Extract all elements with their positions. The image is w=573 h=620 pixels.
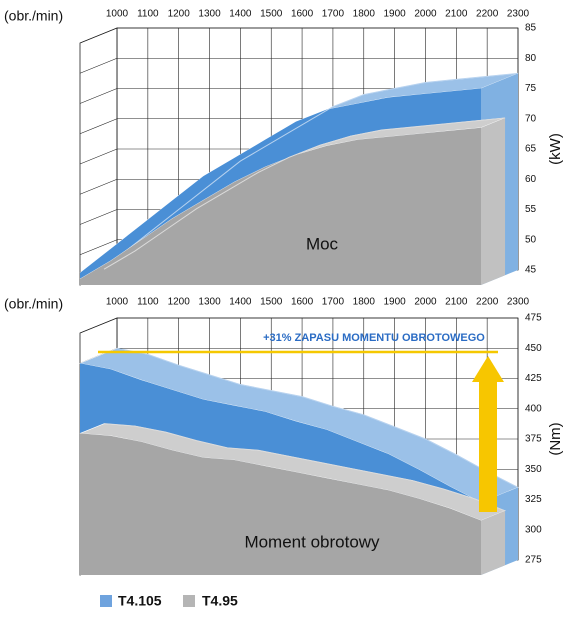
x-tick-label: 1700 (322, 9, 345, 20)
y-tick-label: 450 (525, 343, 542, 354)
legend-label: T4.95 (202, 593, 238, 609)
x-tick-label: 1000 (106, 297, 129, 308)
y-tick-label: 375 (525, 434, 542, 445)
annotation-note: +31% ZAPASU MOMENTU OBROTOWEGO (263, 332, 485, 344)
page: 45 50 55 60 65 70 75 80 85 1000 1100 1200 1300 1400 15… (0, 0, 573, 615)
x-tick-label: 2300 (507, 297, 530, 308)
annotation: Moc (306, 234, 339, 253)
legend-swatch (183, 595, 195, 607)
x-tick-label: 2300 (507, 9, 530, 20)
y-tick-label: 350 (525, 464, 542, 475)
x-tick-label: 1900 (383, 297, 406, 308)
legend-label: T4.105 (118, 593, 162, 609)
y-axis-label: (kW) (547, 133, 564, 165)
y-tick-label: 475 (525, 313, 542, 324)
y-axis-label: (Nm) (547, 422, 564, 455)
x-tick-label: 1500 (260, 9, 283, 20)
area-side-face (481, 118, 505, 285)
y-tick-label: 60 (525, 174, 537, 185)
power-chart: 45 50 55 60 65 70 75 80 85 1000 1100 1200 1300 1400 15… (4, 8, 564, 285)
x-tick-label: 1400 (229, 9, 252, 20)
x-axis-label: (obr./min) (4, 8, 63, 24)
x-tick-label: 1700 (322, 297, 345, 308)
x-tick-label: 1200 (168, 9, 191, 20)
y-tick-label: 65 (525, 144, 537, 155)
x-tick-label: 1800 (353, 297, 376, 308)
x-tick-label: 2000 (414, 297, 437, 308)
y-tick-label: 75 (525, 83, 537, 94)
x-tick-label: 1200 (168, 297, 191, 308)
torque-chart: 275 300 325 350 375 400 425 450 475 1000 1100 1200 1… (4, 296, 564, 575)
x-tick-label: 1100 (137, 9, 159, 20)
y-tick-label: 400 (525, 403, 542, 414)
y-tick-label: 300 (525, 524, 542, 535)
legend-swatch (100, 595, 112, 607)
x-tick-label: 1300 (198, 9, 221, 20)
x-tick-label: 2100 (445, 297, 468, 308)
x-tick-label: 1000 (106, 9, 129, 20)
x-tick-label: 2000 (414, 9, 437, 20)
y-tick-label: 45 (525, 265, 537, 276)
x-tick-label: 1600 (291, 9, 314, 20)
x-tick-label: 1600 (291, 297, 314, 308)
y-tick-label: 70 (525, 113, 537, 124)
x-axis-label: (obr./min) (4, 296, 63, 312)
x-tick-label: 2200 (476, 297, 499, 308)
area-side-face (481, 511, 505, 575)
x-tick-label: 1300 (198, 297, 221, 308)
y-tick-label: 85 (525, 23, 537, 34)
y-tick-label: 50 (525, 234, 537, 245)
y-tick-label: 55 (525, 204, 537, 215)
arrow-shaft (479, 380, 497, 512)
y-tick-label: 275 (525, 555, 542, 566)
x-tick-label: 1900 (383, 9, 406, 20)
x-tick-label: 2200 (476, 9, 499, 20)
x-tick-label: 1400 (229, 297, 252, 308)
x-tick-label: 2100 (445, 9, 468, 20)
annotation: Moment obrotowy (244, 532, 380, 551)
x-tick-label: 1500 (260, 297, 283, 308)
x-tick-label: 1800 (353, 9, 376, 20)
y-tick-label: 325 (525, 494, 542, 505)
y-tick-label: 80 (525, 53, 537, 64)
x-tick-label: 1100 (137, 297, 159, 308)
y-tick-label: 425 (525, 373, 542, 384)
